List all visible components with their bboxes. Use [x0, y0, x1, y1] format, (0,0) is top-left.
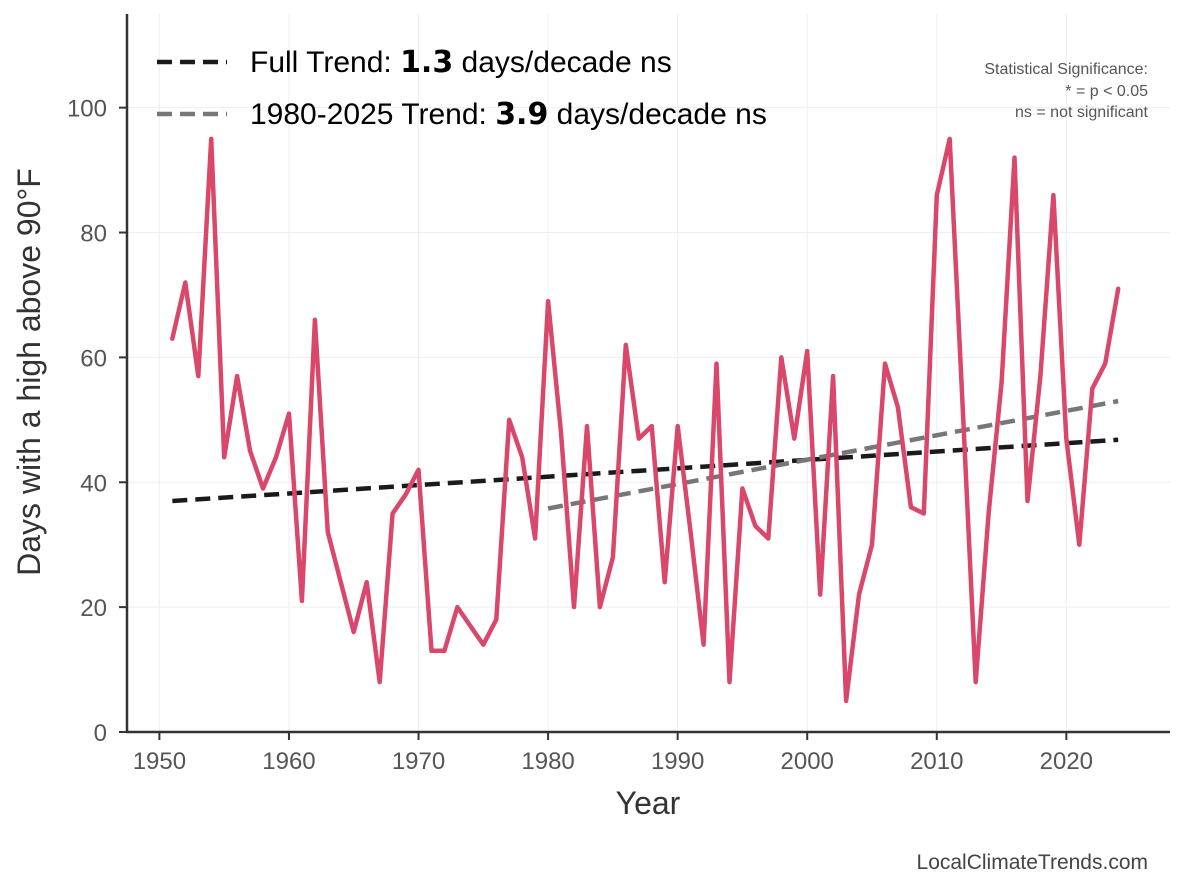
legend-full-trend-prefix: Full Trend:	[250, 46, 400, 79]
y-tick-label: 20	[80, 595, 107, 622]
legend-1980-trend-rate: 3.9	[495, 97, 548, 132]
series-lines	[170, 136, 1121, 704]
y-tick-label: 40	[80, 470, 107, 497]
significance-p-value: * = p < 0.05	[1065, 83, 1148, 100]
x-tick-label: 2010	[910, 748, 963, 775]
y-ticks: 0 20 40 60 80 100	[67, 96, 127, 747]
source-credit: LocalClimateTrends.com	[917, 851, 1148, 874]
y-tick-label: 60	[80, 345, 107, 372]
legend-label-full-trend: Full Trend: 1.3 days/decade ns	[250, 45, 672, 80]
significance-ns: ns = not significant	[1015, 104, 1149, 121]
x-tick-label: 1950	[133, 748, 186, 775]
axes	[125, 14, 1170, 734]
y-axis-title: Days with a high above 90°F	[11, 168, 47, 576]
y-tick-label: 100	[67, 96, 107, 123]
x-tick-label: 1970	[392, 748, 445, 775]
trend-lines	[172, 398, 1119, 511]
legend-full-trend-suffix: days/decade ns	[453, 46, 671, 79]
significance-note: Statistical Significance: * = p < 0.05 n…	[984, 61, 1148, 121]
x-ticks: 1950 1960 1970 1980 1990 2000 2010 2020	[133, 732, 1093, 775]
legend-1980-trend-suffix: days/decade ns	[548, 98, 766, 131]
legend: Full Trend: 1.3 days/decade ns 1980-2025…	[157, 45, 767, 132]
x-tick-label: 1980	[521, 748, 574, 775]
x-tick-label: 2020	[1040, 748, 1093, 775]
x-tick-label: 1990	[651, 748, 704, 775]
y-tick-label: 0	[94, 720, 107, 747]
legend-1980-trend-prefix: 1980-2025 Trend:	[250, 98, 495, 131]
series-line-days-above-90	[170, 136, 1121, 704]
legend-label-1980-trend: 1980-2025 Trend: 3.9 days/decade ns	[250, 97, 767, 132]
x-tick-label: 1960	[262, 748, 315, 775]
x-tick-label: 2000	[781, 748, 834, 775]
trend-line-full	[172, 437, 1119, 504]
y-tick-label: 80	[80, 221, 107, 248]
x-axis-title: Year	[616, 785, 681, 821]
legend-full-trend-rate: 1.3	[400, 45, 453, 80]
significance-title: Statistical Significance:	[984, 61, 1148, 78]
